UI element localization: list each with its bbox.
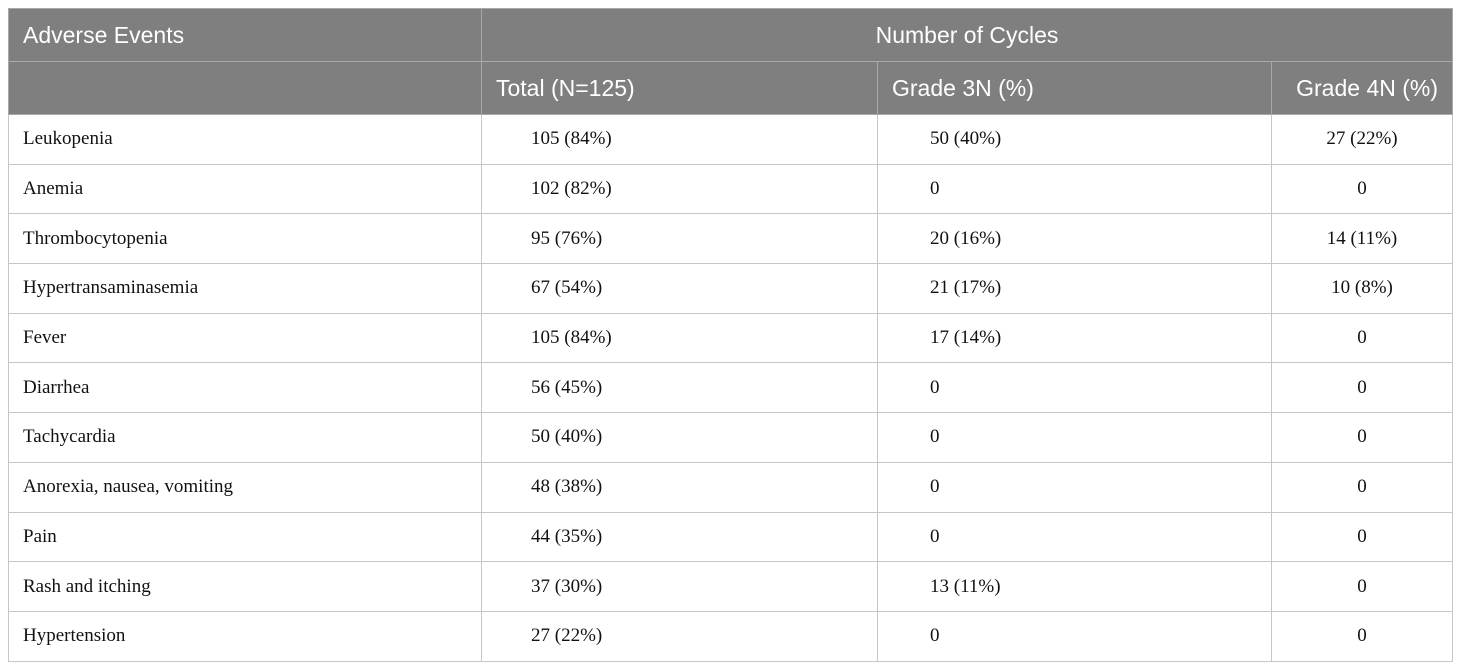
cell-event: Anorexia, nausea, vomiting	[8, 461, 482, 513]
table-row: Anemia 102 (82%) 0 0	[8, 163, 1453, 215]
cell-total: 50 (40%)	[481, 412, 878, 463]
cell-grade4: 0	[1271, 561, 1453, 612]
table-row: Hypertension 27 (22%) 0 0	[8, 610, 1453, 662]
table-header: Adverse Events Number of Cycles Total (N…	[8, 8, 1453, 115]
cell-total: 102 (82%)	[481, 163, 878, 215]
cell-grade4: 27 (22%)	[1271, 114, 1453, 165]
header-total: Total (N=125)	[481, 61, 878, 115]
cell-grade3: 50 (40%)	[877, 114, 1272, 165]
cell-event: Thrombocytopenia	[8, 213, 482, 265]
cell-grade4: 0	[1271, 362, 1453, 414]
cell-grade4: 10 (8%)	[1271, 263, 1453, 314]
cell-grade4: 0	[1271, 511, 1453, 563]
cell-grade3: 0	[877, 511, 1272, 563]
cell-grade3: 20 (16%)	[877, 213, 1272, 265]
cell-total: 95 (76%)	[481, 213, 878, 265]
header-grade3: Grade 3N (%)	[877, 61, 1272, 115]
header-empty	[8, 61, 482, 115]
cell-event: Fever	[8, 312, 482, 364]
cell-event: Hypertransaminasemia	[8, 263, 482, 314]
cell-grade4: 0	[1271, 610, 1453, 662]
cell-grade4: 0	[1271, 312, 1453, 364]
header-adverse-events: Adverse Events	[8, 8, 482, 62]
cell-grade3: 0	[877, 610, 1272, 662]
cell-total: 44 (35%)	[481, 511, 878, 563]
cell-event: Pain	[8, 511, 482, 563]
cell-event: Leukopenia	[8, 114, 482, 165]
cell-grade4: 0	[1271, 461, 1453, 513]
table-row: Fever 105 (84%) 17 (14%) 0	[8, 312, 1453, 364]
cell-grade3: 17 (14%)	[877, 312, 1272, 364]
cell-event: Hypertension	[8, 610, 482, 662]
header-grade4: Grade 4N (%)	[1271, 61, 1453, 115]
header-row-sub: Total (N=125) Grade 3N (%) Grade 4N (%)	[8, 61, 1453, 115]
cell-total: 105 (84%)	[481, 312, 878, 364]
adverse-events-table: Adverse Events Number of Cycles Total (N…	[8, 8, 1453, 662]
cell-total: 27 (22%)	[481, 610, 878, 662]
cell-grade3: 0	[877, 362, 1272, 414]
cell-total: 37 (30%)	[481, 561, 878, 612]
cell-total: 67 (54%)	[481, 263, 878, 314]
cell-event: Anemia	[8, 163, 482, 215]
cell-grade3: 21 (17%)	[877, 263, 1272, 314]
table-row: Diarrhea 56 (45%) 0 0	[8, 362, 1453, 414]
table-row: Leukopenia 105 (84%) 50 (40%) 27 (22%)	[8, 114, 1453, 165]
table-row: Rash and itching 37 (30%) 13 (11%) 0	[8, 561, 1453, 612]
table-row: Pain 44 (35%) 0 0	[8, 511, 1453, 563]
table-row: Hypertransaminasemia 67 (54%) 21 (17%) 1…	[8, 263, 1453, 314]
cell-grade3: 0	[877, 461, 1272, 513]
table-row: Tachycardia 50 (40%) 0 0	[8, 412, 1453, 463]
cell-grade3: 0	[877, 412, 1272, 463]
header-number-of-cycles: Number of Cycles	[481, 8, 1453, 62]
table-row: Anorexia, nausea, vomiting 48 (38%) 0 0	[8, 461, 1453, 513]
cell-grade3: 13 (11%)	[877, 561, 1272, 612]
cell-event: Tachycardia	[8, 412, 482, 463]
cell-grade4: 14 (11%)	[1271, 213, 1453, 265]
table-body: Leukopenia 105 (84%) 50 (40%) 27 (22%) A…	[8, 114, 1453, 662]
cell-grade4: 0	[1271, 163, 1453, 215]
header-row-top: Adverse Events Number of Cycles	[8, 8, 1453, 62]
cell-grade3: 0	[877, 163, 1272, 215]
cell-event: Diarrhea	[8, 362, 482, 414]
cell-grade4: 0	[1271, 412, 1453, 463]
cell-total: 56 (45%)	[481, 362, 878, 414]
cell-event: Rash and itching	[8, 561, 482, 612]
cell-total: 48 (38%)	[481, 461, 878, 513]
cell-total: 105 (84%)	[481, 114, 878, 165]
table-row: Thrombocytopenia 95 (76%) 20 (16%) 14 (1…	[8, 213, 1453, 265]
